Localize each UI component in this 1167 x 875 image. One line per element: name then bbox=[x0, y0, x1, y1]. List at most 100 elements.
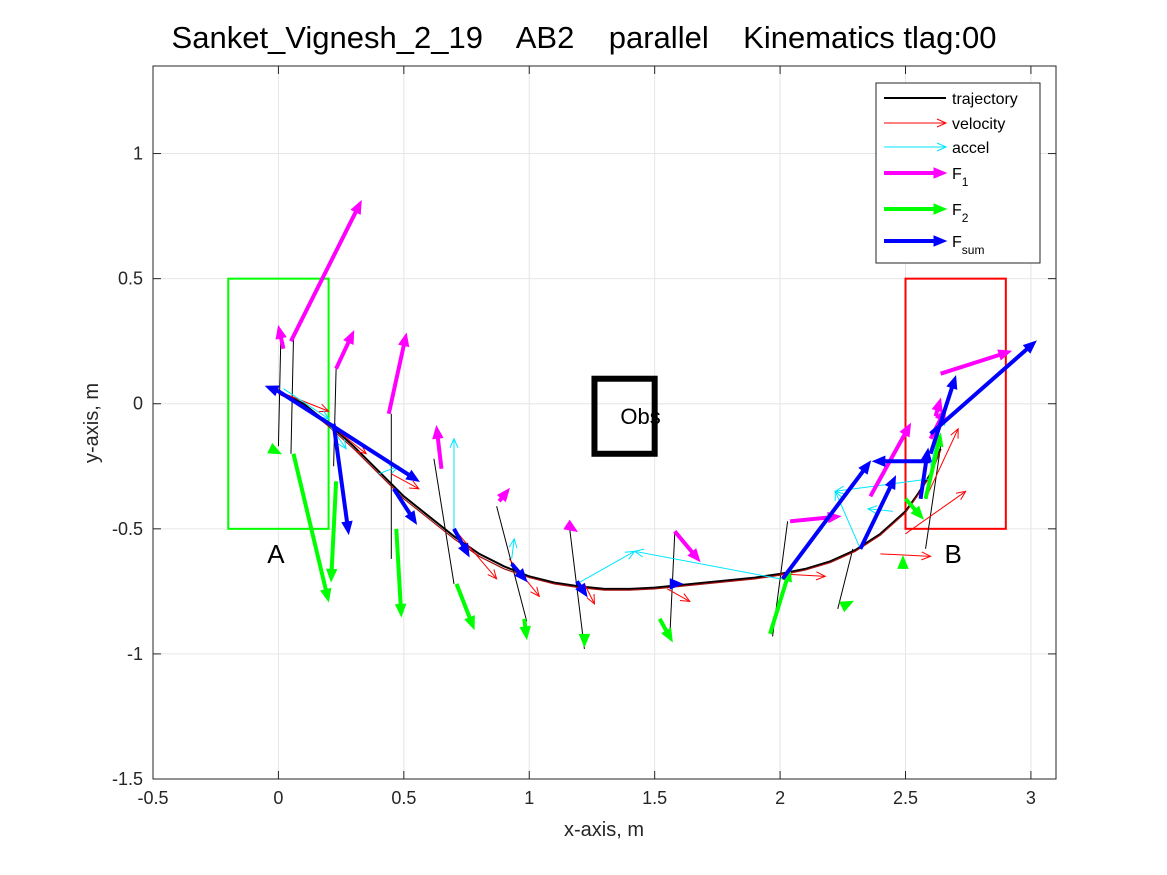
velocity-arrow-7-head bbox=[815, 571, 827, 581]
f1-arrow-5-shaft bbox=[497, 496, 504, 503]
x-tick-label-2: 0.5 bbox=[391, 788, 416, 808]
fsum-arrow-11-shaft bbox=[918, 460, 929, 500]
accel-arrow-3-head bbox=[449, 437, 459, 448]
f2-arrow-11 bbox=[903, 497, 924, 520]
y-axis-label: y-axis, m bbox=[81, 383, 103, 463]
velocity-arrow-2-shaft bbox=[391, 473, 420, 490]
obstacle: Obs bbox=[591, 375, 661, 457]
accel-arrow-4-head bbox=[508, 537, 518, 549]
fsum-arrow-12-head bbox=[946, 374, 958, 390]
f2-arrow-7-head bbox=[661, 627, 673, 643]
f1-arrow-8-shaft bbox=[789, 515, 829, 524]
accel-arrow-1-shaft bbox=[328, 423, 347, 450]
f2-arrow-2 bbox=[325, 481, 339, 583]
region-b-label: B bbox=[944, 539, 961, 569]
velocity-arrow-8-head bbox=[921, 551, 932, 561]
legend-entry-3-label: F1 bbox=[952, 166, 969, 189]
x-axis-label: x-axis, m bbox=[564, 819, 644, 841]
f1-arrow-7-head bbox=[687, 548, 701, 563]
accel-arrow-0-shaft bbox=[283, 388, 329, 420]
accel-arrow-9-head bbox=[866, 505, 878, 515]
region-a-label: A bbox=[267, 539, 285, 569]
f1-arrow-12 bbox=[931, 397, 943, 417]
region-b-box bbox=[904, 277, 1007, 530]
accel-arrow-1 bbox=[328, 423, 347, 450]
velocity-arrow-9-shaft bbox=[905, 490, 966, 535]
velocity-arrow-3-head bbox=[487, 569, 498, 580]
velocity-arrow-8 bbox=[880, 551, 932, 561]
fsum-arrow-2-shaft bbox=[331, 423, 350, 523]
chart-title: Sanket_Vignesh_2_19 AB2 parallel Kinemat… bbox=[172, 20, 997, 55]
fsum-arrow-0-head bbox=[264, 385, 280, 397]
accel-arrow-4-shaft bbox=[511, 538, 515, 559]
velocity-arrow-3 bbox=[453, 528, 498, 580]
f1-arrow-10-head bbox=[997, 349, 1013, 361]
fsum-arrow-13-shaft bbox=[929, 347, 1029, 436]
velocity-arrow-6-shaft bbox=[666, 588, 691, 602]
f2-arrow-12-shaft bbox=[923, 444, 940, 500]
fsum-arrow-7 bbox=[669, 578, 684, 590]
fsum-arrow-6-head bbox=[575, 582, 588, 598]
f1-arrow-9 bbox=[868, 422, 912, 498]
f2-arrow-10-head bbox=[897, 555, 909, 569]
velocity-arrow-2-head bbox=[409, 480, 420, 490]
f2-arrow-2-shaft bbox=[329, 481, 339, 570]
f2-arrow-0 bbox=[267, 443, 283, 455]
legend-entry-2-swatch bbox=[884, 142, 948, 152]
y-tick-label-5: 1 bbox=[133, 144, 143, 164]
y-tick-label-1: -1 bbox=[127, 644, 143, 664]
f1-arrow-3-shaft bbox=[386, 344, 406, 415]
f2-arrow-0-head bbox=[267, 443, 283, 455]
velocity-arrow-9 bbox=[905, 490, 967, 535]
f1-arrow-3-head bbox=[398, 332, 410, 348]
fsum-arrow-13-head bbox=[1022, 340, 1037, 354]
f1-arrow-6 bbox=[563, 519, 578, 533]
fsum-arrow-12 bbox=[928, 374, 958, 455]
legend-entry-1-label: velocity bbox=[952, 116, 1005, 133]
legend-entry-2-swatch-head bbox=[936, 142, 948, 152]
f1-arrow-2-shaft bbox=[334, 341, 351, 370]
velocity-arrow-0-head bbox=[318, 403, 330, 413]
legend-entry-5-label: Fsum bbox=[952, 234, 984, 257]
stick-2 bbox=[333, 368, 337, 467]
f1-arrow-7 bbox=[673, 530, 701, 563]
velocity-arrow-6-head bbox=[679, 593, 691, 602]
x-tick-label-1: 0 bbox=[273, 788, 283, 808]
f1-arrow-0 bbox=[275, 324, 287, 350]
stick-4 bbox=[433, 458, 455, 584]
f2-arrow-4-head bbox=[464, 615, 475, 631]
f2-arrow-8-shaft bbox=[768, 579, 789, 635]
velocity-arrow-10-head bbox=[950, 427, 959, 439]
x-tick-label-5: 2 bbox=[775, 788, 785, 808]
x-tick-label-4: 1.5 bbox=[642, 788, 667, 808]
velocity-arrow-10 bbox=[925, 427, 959, 500]
plot-frame bbox=[152, 65, 1057, 780]
fsum-arrow-10 bbox=[871, 455, 931, 468]
legend-entry-4-swatch-head bbox=[933, 203, 948, 215]
f2-arrow-6 bbox=[578, 633, 591, 648]
f2-arrow-1 bbox=[291, 453, 332, 603]
accel-arrow-4 bbox=[508, 537, 518, 559]
x-tick-label-6: 2.5 bbox=[893, 788, 918, 808]
f1-arrow-1-head bbox=[350, 199, 362, 215]
f1-arrow-3 bbox=[386, 332, 410, 415]
fsum-arrow-6 bbox=[575, 580, 588, 598]
accel-arrow-5-shaft bbox=[576, 550, 635, 585]
f2-arrow-9 bbox=[839, 600, 854, 613]
y-tick-label-4: 0.5 bbox=[118, 269, 143, 289]
f2-arrow-7 bbox=[657, 617, 673, 643]
f1-arrow-10 bbox=[940, 349, 1013, 376]
f2-arrow-7-shaft bbox=[657, 617, 669, 632]
velocity-arrow-2 bbox=[391, 473, 420, 490]
legend-entry-5-swatch bbox=[884, 235, 948, 247]
f1-arrow-0-head bbox=[275, 324, 287, 340]
fsum-arrow-5 bbox=[510, 562, 528, 583]
f1-arrow-2 bbox=[334, 330, 355, 370]
f2-arrow-5 bbox=[519, 618, 531, 641]
fsum-arrow-10-head bbox=[871, 455, 886, 468]
f2-arrow-2-head bbox=[325, 568, 338, 583]
f2-arrow-4-shaft bbox=[454, 583, 472, 619]
accel-arrow-1-head bbox=[337, 439, 347, 450]
fsum-arrow-9-shaft bbox=[858, 486, 893, 550]
